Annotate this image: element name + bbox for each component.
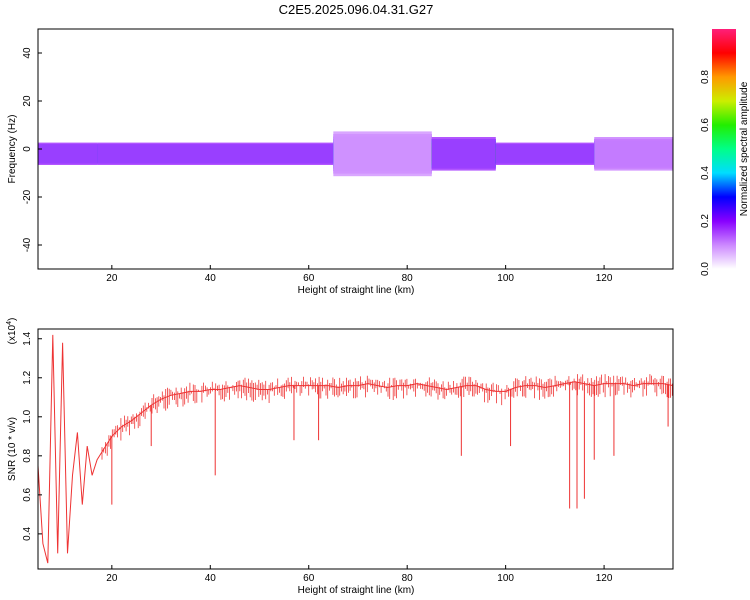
snr-x-tick-label: 40	[205, 573, 217, 584]
spectrogram-x-tick-label: 120	[596, 273, 613, 284]
snr-noise	[101, 374, 673, 460]
snr-x-tick-label: 100	[497, 573, 514, 584]
spectrogram-panel: 20 40 60 80 100 120 -40 -20 0 20 40 Height of str…	[7, 28, 674, 296]
spectrogram-y-tick-label: 40	[22, 47, 33, 59]
spectrogram-x-tick-label: 80	[402, 273, 414, 284]
snr-panel: 20 40 60 80 100 120 0.4 0.6 0.8 1.0 1.2 1.4 Height…	[6, 318, 674, 596]
spectrogram-y-axis: -40 -20 0 20 40	[22, 47, 42, 252]
spectrogram-band-segment	[431, 137, 496, 171]
spectrogram-x-tick-label: 20	[106, 273, 118, 284]
figure-title: C2E5.2025.096.04.31.G27	[279, 2, 434, 17]
spectrogram-y-tick-label: 20	[22, 95, 33, 107]
snr-y-tick-label: 1.2	[22, 370, 33, 384]
snr-x-label: Height of straight line (km)	[298, 585, 415, 596]
snr-y-scale-exp: 4	[6, 321, 13, 325]
snr-y-tick-label: 0.6	[22, 487, 33, 501]
snr-y-scale: (x104)	[6, 318, 18, 345]
colorbar-tick-label: 0.6	[700, 118, 711, 132]
colorbar: 0.0 0.2 0.4 0.6 0.8 Normalized spectral ampl…	[700, 29, 750, 276]
colorbar-axis: 0.0 0.2 0.4 0.6 0.8	[700, 70, 711, 276]
spectrogram-band-segment	[333, 131, 432, 177]
spectrogram-x-tick-label: 60	[303, 273, 315, 284]
spectrogram-x-tick-label: 40	[205, 273, 217, 284]
spectrogram-x-tick-label: 100	[497, 273, 514, 284]
spectrogram-y-tick-label: -20	[22, 189, 33, 204]
spectrogram-band-segment	[38, 142, 98, 165]
snr-y-scale-close: )	[7, 318, 18, 321]
spectrogram-y-label: Frequency (Hz)	[7, 115, 18, 184]
spectrogram-band-segment	[97, 142, 334, 165]
snr-y-axis: 0.4 0.6 0.8 1.0 1.2 1.4	[22, 331, 42, 541]
snr-plot-area	[38, 329, 673, 569]
snr-y-tick-label: 1.0	[22, 409, 33, 423]
colorbar-tick-label: 0.8	[700, 70, 711, 84]
spectrogram-x-axis: 20 40 60 80 100 120	[106, 265, 613, 284]
colorbar-tick-label: 0.2	[700, 214, 711, 228]
snr-y-tick-label: 0.4	[22, 526, 33, 540]
snr-x-tick-label: 120	[596, 573, 613, 584]
snr-y-tick-label: 1.4	[22, 331, 33, 345]
snr-y-tick-label: 0.8	[22, 448, 33, 462]
colorbar-tick-label: 0.0	[700, 262, 711, 276]
spectrogram-band-segment	[495, 142, 595, 165]
snr-x-axis: 20 40 60 80 100 120	[106, 565, 613, 584]
spectrogram-x-label: Height of straight line (km)	[298, 285, 415, 296]
spectrogram-y-tick-label: 0	[22, 146, 33, 152]
spectrogram-y-tick-label: -40	[22, 237, 33, 252]
snr-y-scale-base: (x10	[7, 324, 18, 344]
spectrogram-band	[38, 131, 673, 177]
snr-dips	[101, 374, 673, 509]
snr-x-tick-label: 80	[402, 573, 414, 584]
snr-x-tick-label: 60	[303, 573, 315, 584]
snr-y-label: SNR (10 * v/v)	[7, 417, 18, 481]
colorbar-gradient	[712, 29, 736, 269]
colorbar-tick-label: 0.4	[700, 166, 711, 180]
snr-frame	[37, 328, 674, 570]
colorbar-label: Normalized spectral amplitude	[739, 81, 750, 216]
spectrogram-band-segment	[594, 137, 673, 171]
snr-x-tick-label: 20	[106, 573, 118, 584]
